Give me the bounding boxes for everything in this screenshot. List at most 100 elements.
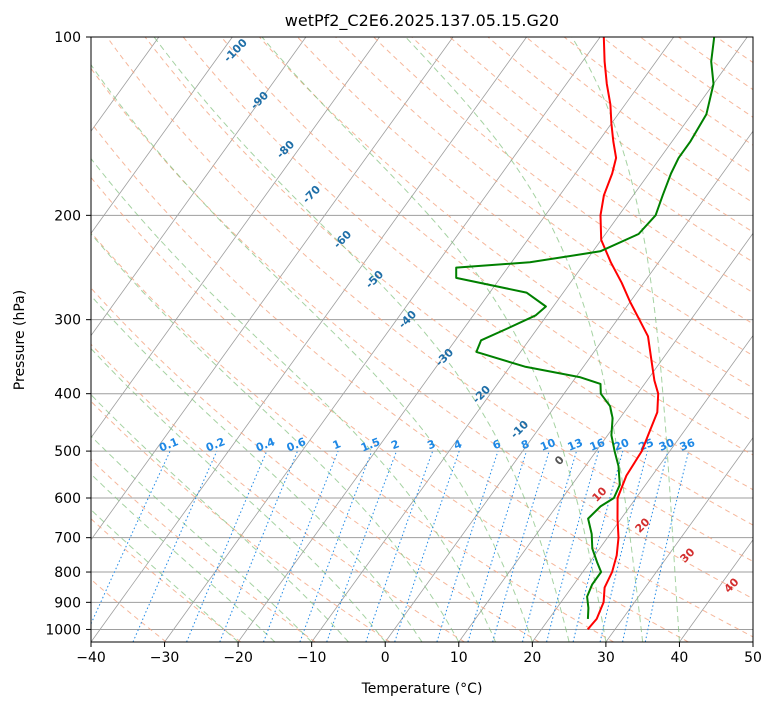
mixing-ratio-line	[326, 450, 397, 642]
isotherm-line	[91, 37, 307, 337]
x-tick-label: 0	[381, 650, 390, 666]
dry-adiabat-label: -20	[470, 383, 493, 406]
isotherm-line	[91, 37, 454, 541]
mixing-ratio-label: 20	[612, 436, 631, 454]
mixing-ratio-label: 0.1	[157, 435, 180, 454]
isotherm-line	[237, 37, 675, 642]
dewpoint-trace	[455, 37, 716, 619]
y-tick-label: 700	[54, 531, 81, 547]
mixing-ratio-line	[186, 450, 268, 642]
axes: −40 −30 −20 −10 0 10 20 30 40 5010020030040050060…	[45, 30, 762, 666]
mixing-ratio-line	[219, 450, 298, 642]
mixing-ratio-label: 10	[538, 436, 557, 454]
dry-adiabat-line	[91, 287, 540, 642]
dry-adiabat-line	[563, 37, 753, 175]
isotherm-line	[752, 641, 753, 642]
isotherm-line	[91, 37, 527, 642]
mixing-ratio-line	[572, 450, 624, 642]
moist-adiabat-line	[91, 157, 497, 642]
dry-adiabat-line	[525, 37, 753, 204]
mixing-ratio-line	[522, 450, 577, 642]
dry-adiabat-label: -50	[363, 268, 386, 291]
plot-frame	[90, 36, 754, 643]
mixing-ratio-line	[436, 450, 499, 642]
y-tick-label: 400	[54, 387, 81, 403]
mixing-ratio-label: 8	[519, 437, 531, 452]
mixing-ratio-label: 2	[389, 437, 401, 452]
mixing-ratio-label: 1	[331, 437, 343, 452]
dry-adiabat-line	[220, 37, 753, 456]
x-tick-label: 50	[744, 650, 762, 666]
y-tick-label: 300	[54, 313, 81, 329]
isotherm-line	[91, 37, 380, 439]
dry-adiabat-label: -10	[508, 418, 531, 441]
background-lines	[0, 37, 753, 642]
dry-adiabat-label: -70	[300, 183, 323, 206]
dry-adiabat-line	[91, 400, 391, 642]
mixing-ratio-line	[365, 450, 434, 642]
dry-adiabat-line	[91, 176, 689, 642]
isotherm-line	[311, 37, 748, 642]
profile-traces	[455, 37, 716, 631]
dry-adiabat-line	[449, 37, 753, 263]
mixing-ratio-label: 6	[491, 437, 503, 452]
y-tick-label: 100	[54, 30, 81, 46]
temperature-trace	[586, 37, 660, 631]
mixing-ratio-line	[492, 450, 550, 642]
moist-adiabat-line	[91, 63, 533, 642]
x-axis-label: Temperature (°C)	[361, 681, 483, 697]
y-tick-label: 600	[54, 491, 81, 507]
dry-adiabat-label: -30	[433, 346, 456, 369]
mixing-ratio-line	[394, 450, 460, 642]
mixing-ratio-label: 4	[452, 437, 464, 452]
moist-adiabat-line	[91, 232, 460, 642]
dry-adiabat-line	[373, 37, 753, 325]
moist-adiabat-line	[91, 394, 349, 642]
mixing-ratio-label: 16	[588, 436, 607, 454]
x-tick-label: −30	[150, 650, 180, 666]
x-tick-label: −10	[297, 650, 327, 666]
x-tick-label: 20	[523, 650, 541, 666]
dry-adiabat-label: -60	[331, 228, 354, 251]
isotherm-line	[384, 130, 753, 642]
dry-adiabat-line	[640, 37, 753, 118]
mixing-ratio-label: 30	[657, 436, 676, 454]
mixing-ratio-line	[467, 450, 527, 642]
moist-adiabat-line	[153, 37, 570, 642]
dry-adiabat-label: -100	[221, 36, 250, 65]
dry-adiabat-line	[91, 343, 465, 642]
dry-adiabat-line	[335, 37, 753, 357]
dry-adiabat-label: 40	[722, 575, 742, 595]
dry-adiabat-line	[91, 122, 753, 638]
mixing-ratio-line	[644, 450, 690, 642]
mixing-ratio-label: 25	[637, 436, 656, 454]
x-tick-label: 10	[450, 650, 468, 666]
dry-adiabat-line	[91, 458, 316, 642]
dry-adiabat-line	[144, 37, 753, 526]
y-axis-label: Pressure (hPa)	[12, 290, 28, 390]
mixing-ratio-line	[546, 450, 600, 642]
y-tick-label: 900	[54, 595, 81, 611]
isotherm-line	[91, 37, 233, 235]
moist-adiabat-line	[91, 473, 276, 642]
dry-adiabat-label: 20	[633, 515, 653, 535]
mixing-ratio-label: 1.5	[359, 435, 382, 454]
moist-adiabat-line	[91, 435, 313, 642]
mixing-ratio-label: 3	[425, 437, 437, 452]
moist-adiabat-line	[91, 295, 423, 642]
mixing-ratio-label: 36	[678, 436, 697, 454]
dry-adiabat-line	[182, 37, 753, 491]
dry-adiabat-label: -90	[248, 89, 271, 112]
dry-adiabat-line	[487, 37, 753, 233]
mixing-ratio-line	[91, 450, 171, 625]
isotherm-line	[0, 37, 12, 642]
x-tick-label: −20	[223, 650, 253, 666]
x-tick-label: −40	[76, 650, 106, 666]
mixing-ratio-label: 0.4	[254, 435, 277, 454]
mixing-ratio-label: 13	[566, 436, 585, 454]
mixing-ratio-line	[132, 450, 218, 642]
mixing-ratio-line	[263, 450, 339, 642]
dry-adiabat-label: -80	[274, 138, 297, 161]
y-tick-label: 200	[54, 208, 81, 224]
